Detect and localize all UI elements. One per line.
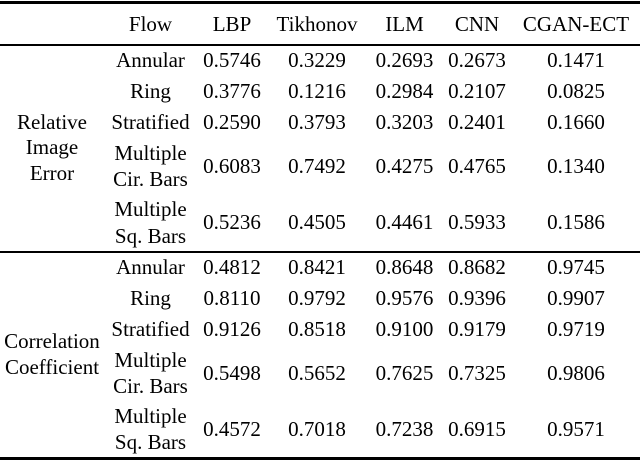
value-cell: 0.4765 [448, 153, 506, 178]
table-row: Multiple Sq. Bars 0.4572 0.7018 0.7238 0… [0, 402, 640, 459]
header-method-ilm: ILM [385, 11, 424, 36]
section-relative-image-error: Relative Image Error Annular 0.5746 0.32… [0, 45, 640, 252]
table-row: Ring 0.3776 0.1216 0.2984 0.2107 0.0825 [0, 76, 640, 107]
flow-cell: Multiple Sq. Bars [114, 197, 187, 248]
best-value-cell: 0.9571 [547, 417, 605, 442]
table-row: Ring 0.8110 0.9792 0.9576 0.9396 0.9907 [0, 283, 640, 314]
flow-cell: Annular [116, 48, 185, 73]
best-value-cell: 0.9806 [547, 360, 605, 385]
value-cell: 0.9179 [448, 316, 506, 341]
value-cell: 0.5498 [203, 360, 261, 385]
value-cell: 0.8648 [375, 255, 434, 280]
value-cell: 0.8682 [448, 255, 506, 280]
header-row: Flow LBP Tikhonov ILM CNN CGAN-ECT [0, 3, 640, 45]
metric-label: Relative Image Error [17, 109, 87, 185]
value-cell: 0.9792 [288, 285, 346, 310]
value-cell: 0.7625 [375, 360, 434, 385]
value-cell: 0.6915 [448, 417, 506, 442]
value-cell: 0.2984 [375, 78, 434, 103]
value-cell: 0.7238 [375, 417, 434, 442]
best-value-cell: 0.1660 [547, 109, 605, 134]
flow-cell: Multiple Cir. Bars [113, 347, 188, 398]
value-cell: 0.4572 [203, 417, 261, 442]
table-row: Stratified 0.9126 0.8518 0.9100 0.9179 0… [0, 314, 640, 345]
value-cell: 0.8518 [288, 316, 346, 341]
flow-cell: Annular [116, 255, 185, 280]
best-value-cell: 0.9907 [547, 285, 605, 310]
table-row: Relative Image Error Annular 0.5746 0.32… [0, 45, 640, 185]
flow-cell: Multiple Sq. Bars [114, 403, 187, 455]
value-cell: 0.3203 [375, 109, 434, 134]
header-method-tikhonov: Tikhonov [276, 11, 358, 36]
value-cell: 0.4275 [375, 153, 434, 178]
table-row: Stratified 0.2590 0.3793 0.3203 0.2401 0… [0, 107, 640, 138]
value-cell: 0.3793 [288, 109, 346, 134]
flow-cell: Stratified [111, 109, 190, 134]
flow-cell: Ring [130, 285, 171, 310]
value-cell: 0.4505 [288, 210, 346, 235]
header-method-lbp: LBP [212, 11, 252, 36]
metric-label: Correlation Coefficient [4, 329, 100, 379]
value-cell: 0.9396 [448, 285, 506, 310]
best-value-cell: 0.1586 [547, 210, 605, 235]
best-value-cell: 0.9745 [547, 255, 605, 280]
value-cell: 0.5236 [203, 210, 261, 235]
table-row: Multiple Cir. Bars 0.6083 0.7492 0.4275 … [0, 138, 640, 195]
value-cell: 0.8421 [288, 255, 346, 280]
value-cell: 0.7018 [288, 417, 346, 442]
value-cell: 0.6083 [203, 153, 261, 178]
flow-cell: Ring [130, 78, 171, 103]
header-metric-empty [0, 3, 104, 45]
best-value-cell: 0.9719 [547, 316, 605, 341]
section-correlation-coefficient: Correlation Coefficient Annular 0.4812 0… [0, 252, 640, 459]
value-cell: 0.2107 [448, 78, 506, 103]
value-cell: 0.7492 [288, 153, 346, 178]
best-value-cell: 0.0825 [547, 78, 605, 103]
value-cell: 0.4812 [203, 255, 261, 280]
value-cell: 0.5746 [203, 48, 261, 73]
header-method-cgan-ect: CGAN-ECT [522, 11, 630, 36]
value-cell: 0.1216 [288, 78, 346, 103]
value-cell: 0.9576 [375, 285, 434, 310]
value-cell: 0.9100 [375, 316, 434, 341]
best-value-cell: 0.1471 [547, 48, 605, 73]
value-cell: 0.5933 [448, 210, 506, 235]
value-cell: 0.2590 [203, 109, 261, 134]
value-cell: 0.5652 [288, 360, 346, 385]
value-cell: 0.4461 [375, 210, 434, 235]
table-row: Multiple Sq. Bars 0.5236 0.4505 0.4461 0… [0, 195, 640, 252]
value-cell: 0.2401 [448, 109, 506, 134]
value-cell: 0.2673 [448, 48, 506, 73]
flow-cell: Stratified [111, 316, 190, 341]
best-value-cell: 0.1340 [547, 153, 605, 178]
header-method-cnn: CNN [454, 11, 500, 36]
value-cell: 0.3776 [203, 78, 261, 103]
table-row: Correlation Coefficient Annular 0.4812 0… [0, 252, 640, 378]
value-cell: 0.7325 [448, 360, 506, 385]
flow-cell: Multiple Cir. Bars [113, 140, 188, 191]
value-cell: 0.8110 [203, 285, 261, 310]
value-cell: 0.9126 [203, 316, 261, 341]
table-row: Multiple Cir. Bars 0.5498 0.5652 0.7625 … [0, 345, 640, 402]
value-cell: 0.2693 [375, 48, 434, 73]
value-cell: 0.3229 [288, 48, 346, 73]
header-flow: Flow [128, 11, 173, 36]
